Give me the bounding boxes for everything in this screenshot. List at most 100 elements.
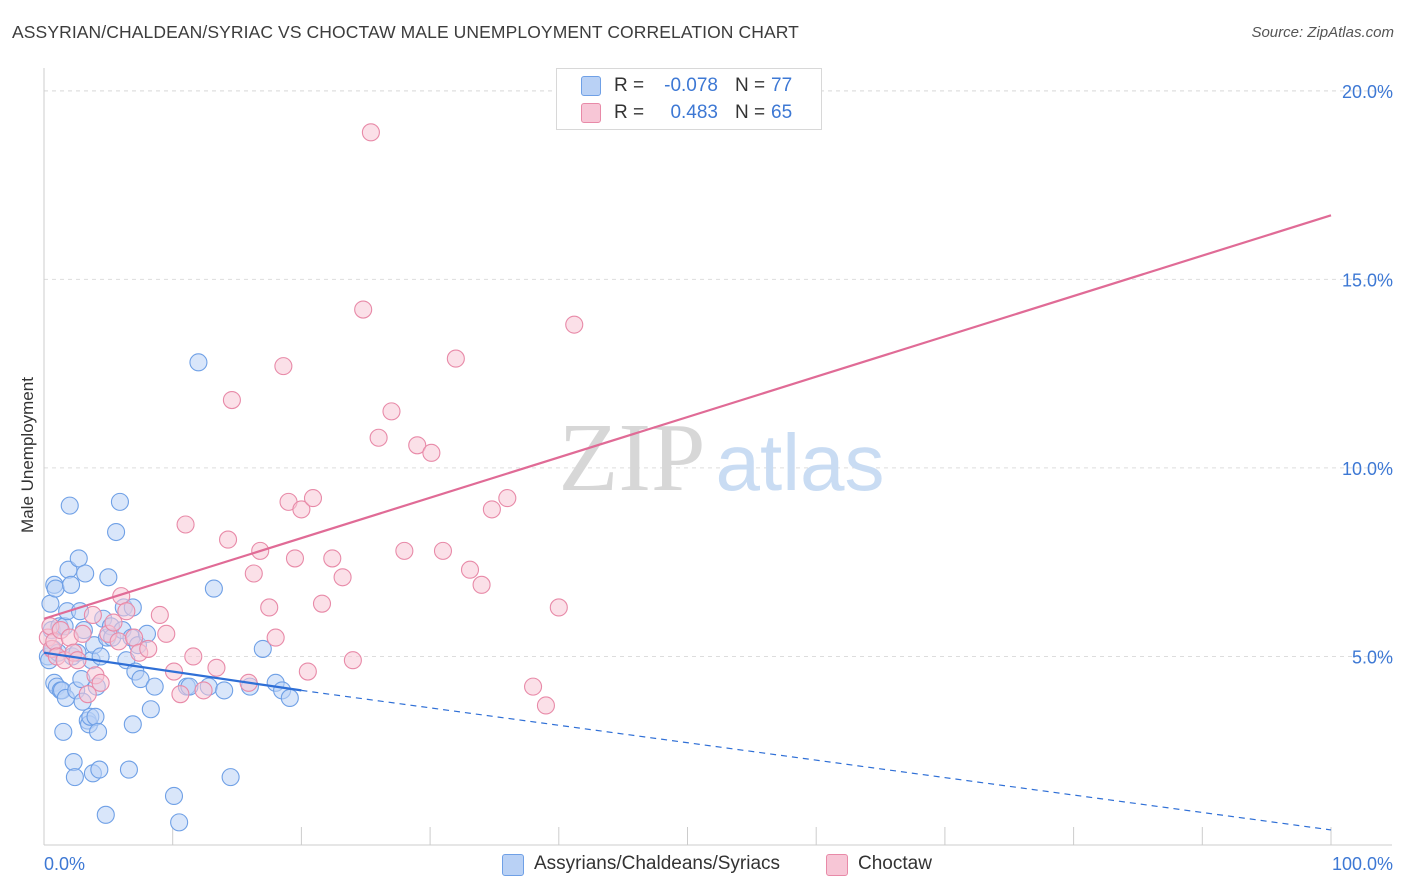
data-point bbox=[222, 391, 241, 410]
data-point bbox=[298, 662, 317, 681]
data-point bbox=[274, 357, 293, 376]
data-point bbox=[145, 677, 164, 696]
data-point bbox=[354, 300, 373, 319]
data-point bbox=[123, 715, 142, 734]
data-point bbox=[170, 813, 189, 832]
y-tick-label: 20.0% bbox=[1342, 82, 1393, 102]
data-point bbox=[204, 579, 223, 598]
data-point bbox=[194, 681, 213, 700]
data-point bbox=[99, 568, 118, 587]
trend-lines bbox=[43, 214, 1332, 831]
data-point bbox=[312, 594, 332, 613]
data-point bbox=[292, 500, 311, 519]
data-point bbox=[280, 688, 299, 707]
data-point bbox=[150, 605, 169, 625]
data-point bbox=[76, 564, 95, 583]
trend-line-assyrians-extension bbox=[301, 689, 1332, 831]
trend-line-choctaw bbox=[43, 214, 1332, 620]
legend-r-value: -0.078 bbox=[664, 75, 718, 96]
legend-r-label: R = bbox=[614, 102, 645, 123]
legend-swatch-blue bbox=[502, 854, 524, 876]
data-point bbox=[303, 489, 323, 508]
data-point bbox=[260, 598, 279, 617]
legend-label-assyrians: Assyrians/Chaldeans/Syriacs bbox=[534, 853, 781, 874]
data-point bbox=[110, 492, 129, 511]
data-point bbox=[524, 677, 543, 696]
data-point bbox=[382, 402, 401, 421]
data-point bbox=[244, 564, 263, 583]
source-label: Source: ZipAtlas.com bbox=[1251, 24, 1394, 41]
legend-r-value: 0.483 bbox=[670, 102, 718, 123]
data-point bbox=[65, 768, 84, 787]
data-point bbox=[343, 651, 362, 670]
series-choctaw-points bbox=[38, 123, 584, 715]
data-point bbox=[141, 700, 160, 719]
correlation-legend: R = -0.078 N = 77 R = 0.483 N = 65 bbox=[556, 68, 822, 130]
data-point bbox=[119, 760, 138, 779]
data-point bbox=[73, 624, 92, 643]
tick-labels: 5.0% 10.0% 15.0% 20.0% 0.0% 100.0% bbox=[44, 82, 1393, 874]
data-point bbox=[189, 353, 208, 372]
legend-n-value: 65 bbox=[771, 102, 793, 123]
watermark-atlas: atlas bbox=[716, 418, 885, 507]
data-point bbox=[549, 598, 568, 617]
data-point bbox=[171, 685, 190, 704]
legend-label-choctaw: Choctaw bbox=[858, 853, 932, 874]
data-point bbox=[221, 768, 240, 787]
data-point bbox=[446, 349, 465, 368]
data-point bbox=[157, 624, 176, 643]
watermark: ZIP atlas bbox=[559, 404, 885, 512]
legend-swatch-blue bbox=[581, 76, 601, 96]
data-point bbox=[89, 722, 108, 741]
data-point bbox=[218, 530, 238, 549]
legend-swatch-pink bbox=[581, 103, 601, 123]
data-point bbox=[285, 549, 305, 568]
data-point bbox=[60, 496, 79, 515]
data-point bbox=[78, 685, 97, 704]
series-legend: Assyrians/Chaldeans/Syriacs Choctaw bbox=[0, 852, 1406, 878]
data-point bbox=[46, 579, 65, 598]
legend-r-label: R = bbox=[614, 75, 645, 96]
data-point bbox=[498, 489, 517, 508]
legend-n-value: 77 bbox=[771, 75, 793, 96]
data-point bbox=[482, 500, 501, 519]
data-point bbox=[565, 315, 584, 334]
data-point bbox=[107, 522, 126, 542]
data-point bbox=[395, 541, 414, 560]
data-point bbox=[117, 602, 136, 621]
legend-n-label: N = bbox=[735, 102, 766, 123]
data-point bbox=[176, 515, 195, 534]
data-point bbox=[369, 428, 388, 447]
data-point bbox=[90, 760, 109, 779]
series-assyrians-points bbox=[38, 353, 299, 832]
watermark-zip: ZIP bbox=[559, 404, 706, 512]
legend-n-label: N = bbox=[735, 75, 766, 96]
data-point bbox=[125, 628, 144, 647]
data-point bbox=[266, 628, 285, 647]
y-tick-label: 10.0% bbox=[1342, 459, 1393, 479]
data-point bbox=[69, 549, 88, 568]
trend-line-assyrians bbox=[43, 651, 302, 692]
data-point bbox=[83, 605, 102, 625]
data-point bbox=[536, 696, 555, 715]
axes bbox=[43, 68, 1392, 846]
x-tick-label-min: 0.0% bbox=[44, 854, 85, 874]
data-point bbox=[91, 673, 110, 692]
data-point bbox=[68, 651, 87, 670]
x-tick-label-max: 100.0% bbox=[1332, 854, 1393, 874]
data-point bbox=[54, 722, 73, 741]
data-point bbox=[207, 658, 226, 677]
data-point bbox=[472, 575, 491, 594]
data-point bbox=[131, 670, 150, 689]
data-point bbox=[64, 752, 83, 772]
data-point bbox=[61, 575, 81, 594]
data-point bbox=[109, 632, 128, 651]
data-point bbox=[104, 613, 123, 632]
chart-title: ASSYRIAN/CHALDEAN/SYRIAC VS CHOCTAW MALE… bbox=[12, 22, 799, 42]
legend-row-choctaw: R = 0.483 N = 65 bbox=[557, 100, 821, 126]
data-point bbox=[460, 560, 480, 579]
data-point bbox=[253, 639, 272, 658]
data-point bbox=[433, 541, 453, 560]
data-point bbox=[86, 707, 105, 726]
